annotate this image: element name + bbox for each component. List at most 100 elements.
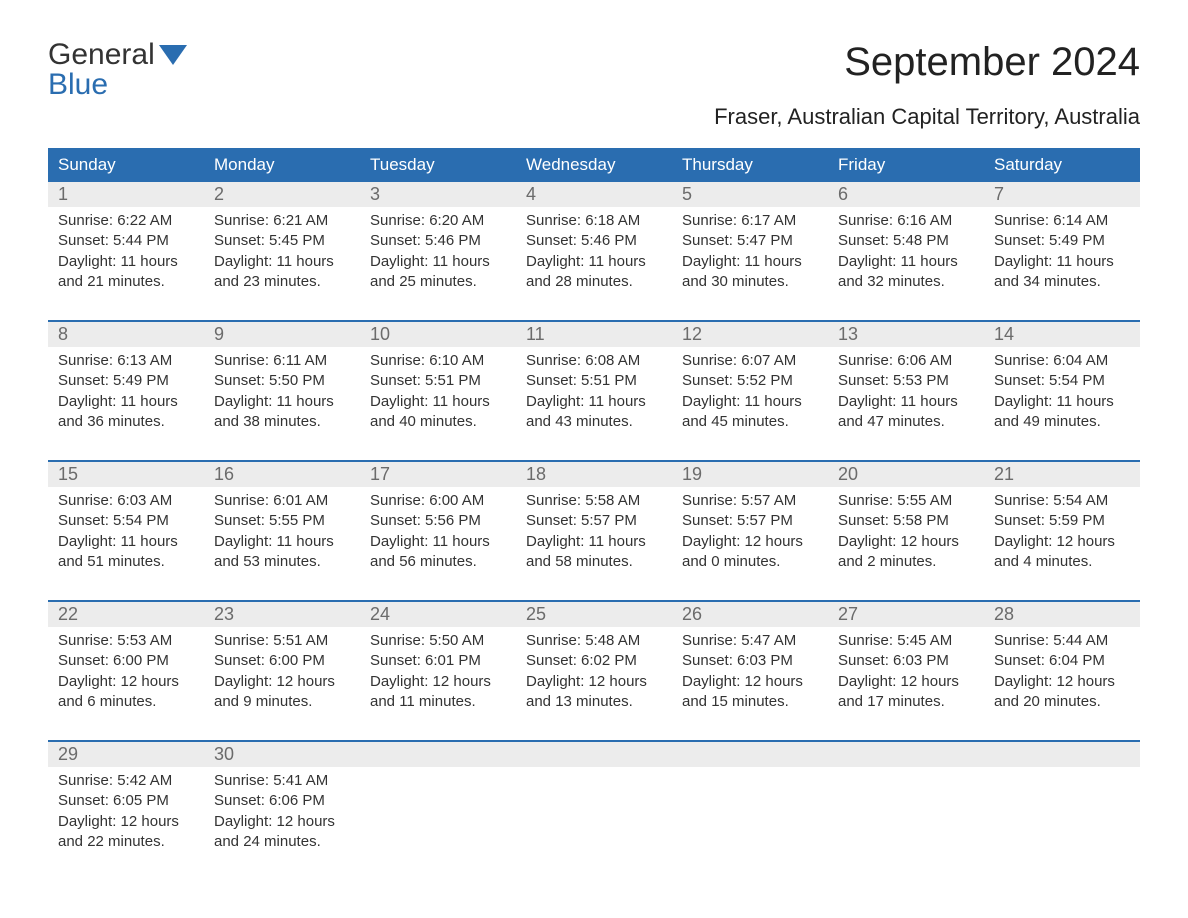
calendar-day-cell: Sunrise: 6:01 AMSunset: 5:55 PMDaylight:… xyxy=(204,487,360,578)
daylight-text: Daylight: 11 hours and 36 minutes. xyxy=(58,392,194,433)
page-subtitle: Fraser, Australian Capital Territory, Au… xyxy=(48,104,1140,130)
sunset-text: Sunset: 5:54 PM xyxy=(994,371,1130,391)
weekday-header-cell: Monday xyxy=(204,148,360,182)
sunset-text: Sunset: 6:00 PM xyxy=(58,651,194,671)
calendar-day-cell: Sunrise: 5:53 AMSunset: 6:00 PMDaylight:… xyxy=(48,627,204,718)
sunset-text: Sunset: 6:05 PM xyxy=(58,791,194,811)
daylight-text: Daylight: 11 hours and 23 minutes. xyxy=(214,252,350,293)
header: General Blue September 2024 xyxy=(48,40,1140,100)
logo-text-line2: Blue xyxy=(48,70,187,100)
sunset-text: Sunset: 5:49 PM xyxy=(58,371,194,391)
sunrise-text: Sunrise: 6:14 AM xyxy=(994,211,1130,231)
sunrise-text: Sunrise: 5:54 AM xyxy=(994,491,1130,511)
sunset-text: Sunset: 6:02 PM xyxy=(526,651,662,671)
day-body-row: Sunrise: 5:42 AMSunset: 6:05 PMDaylight:… xyxy=(48,767,1140,858)
sunset-text: Sunset: 6:01 PM xyxy=(370,651,506,671)
calendar-day-cell: Sunrise: 6:03 AMSunset: 5:54 PMDaylight:… xyxy=(48,487,204,578)
day-number-cell: 3 xyxy=(360,182,516,207)
daylight-text: Daylight: 12 hours and 9 minutes. xyxy=(214,672,350,713)
day-number-row: 15161718192021 xyxy=(48,462,1140,487)
day-body-row: Sunrise: 6:13 AMSunset: 5:49 PMDaylight:… xyxy=(48,347,1140,438)
daylight-text: Daylight: 11 hours and 21 minutes. xyxy=(58,252,194,293)
calendar-week: 22232425262728Sunrise: 5:53 AMSunset: 6:… xyxy=(48,600,1140,718)
day-number-cell xyxy=(672,742,828,767)
day-number-cell: 21 xyxy=(984,462,1140,487)
sunset-text: Sunset: 5:45 PM xyxy=(214,231,350,251)
calendar-day-cell: Sunrise: 5:41 AMSunset: 6:06 PMDaylight:… xyxy=(204,767,360,858)
daylight-text: Daylight: 12 hours and 15 minutes. xyxy=(682,672,818,713)
daylight-text: Daylight: 11 hours and 28 minutes. xyxy=(526,252,662,293)
sunrise-text: Sunrise: 5:57 AM xyxy=(682,491,818,511)
daylight-text: Daylight: 11 hours and 38 minutes. xyxy=(214,392,350,433)
day-number-row: 2930 xyxy=(48,742,1140,767)
daylight-text: Daylight: 12 hours and 13 minutes. xyxy=(526,672,662,713)
day-number-cell: 4 xyxy=(516,182,672,207)
calendar-week: 2930Sunrise: 5:42 AMSunset: 6:05 PMDayli… xyxy=(48,740,1140,858)
calendar-day-cell: Sunrise: 5:48 AMSunset: 6:02 PMDaylight:… xyxy=(516,627,672,718)
sunset-text: Sunset: 6:04 PM xyxy=(994,651,1130,671)
day-number-cell: 25 xyxy=(516,602,672,627)
calendar-day-cell xyxy=(672,767,828,858)
daylight-text: Daylight: 12 hours and 2 minutes. xyxy=(838,532,974,573)
sunrise-text: Sunrise: 6:00 AM xyxy=(370,491,506,511)
weekday-header-cell: Wednesday xyxy=(516,148,672,182)
day-number-cell: 5 xyxy=(672,182,828,207)
daylight-text: Daylight: 11 hours and 34 minutes. xyxy=(994,252,1130,293)
day-number-cell: 26 xyxy=(672,602,828,627)
calendar-day-cell: Sunrise: 6:10 AMSunset: 5:51 PMDaylight:… xyxy=(360,347,516,438)
daylight-text: Daylight: 12 hours and 0 minutes. xyxy=(682,532,818,573)
day-number-cell: 1 xyxy=(48,182,204,207)
sunset-text: Sunset: 5:57 PM xyxy=(526,511,662,531)
sunset-text: Sunset: 5:51 PM xyxy=(526,371,662,391)
logo-text-line1: General xyxy=(48,40,155,70)
sunrise-text: Sunrise: 5:47 AM xyxy=(682,631,818,651)
day-number-cell: 15 xyxy=(48,462,204,487)
daylight-text: Daylight: 11 hours and 45 minutes. xyxy=(682,392,818,433)
calendar-day-cell xyxy=(360,767,516,858)
day-number-cell xyxy=(984,742,1140,767)
daylight-text: Daylight: 12 hours and 22 minutes. xyxy=(58,812,194,853)
calendar-day-cell: Sunrise: 6:11 AMSunset: 5:50 PMDaylight:… xyxy=(204,347,360,438)
day-number-cell: 10 xyxy=(360,322,516,347)
sunset-text: Sunset: 5:49 PM xyxy=(994,231,1130,251)
calendar-day-cell: Sunrise: 5:44 AMSunset: 6:04 PMDaylight:… xyxy=(984,627,1140,718)
sunset-text: Sunset: 5:50 PM xyxy=(214,371,350,391)
sunrise-text: Sunrise: 6:06 AM xyxy=(838,351,974,371)
sunrise-text: Sunrise: 6:04 AM xyxy=(994,351,1130,371)
day-number-cell: 30 xyxy=(204,742,360,767)
calendar-week: 891011121314Sunrise: 6:13 AMSunset: 5:49… xyxy=(48,320,1140,438)
day-body-row: Sunrise: 5:53 AMSunset: 6:00 PMDaylight:… xyxy=(48,627,1140,718)
sunrise-text: Sunrise: 5:51 AM xyxy=(214,631,350,651)
weekday-header-cell: Sunday xyxy=(48,148,204,182)
calendar: SundayMondayTuesdayWednesdayThursdayFrid… xyxy=(48,148,1140,858)
daylight-text: Daylight: 11 hours and 32 minutes. xyxy=(838,252,974,293)
day-number-cell: 22 xyxy=(48,602,204,627)
day-number-row: 22232425262728 xyxy=(48,602,1140,627)
day-number-cell: 11 xyxy=(516,322,672,347)
sunset-text: Sunset: 5:46 PM xyxy=(526,231,662,251)
day-number-row: 1234567 xyxy=(48,182,1140,207)
calendar-week: 1234567Sunrise: 6:22 AMSunset: 5:44 PMDa… xyxy=(48,182,1140,298)
weekday-header-cell: Thursday xyxy=(672,148,828,182)
day-number-cell: 13 xyxy=(828,322,984,347)
calendar-day-cell: Sunrise: 5:47 AMSunset: 6:03 PMDaylight:… xyxy=(672,627,828,718)
weekday-header-cell: Tuesday xyxy=(360,148,516,182)
sunset-text: Sunset: 6:03 PM xyxy=(838,651,974,671)
calendar-day-cell: Sunrise: 5:54 AMSunset: 5:59 PMDaylight:… xyxy=(984,487,1140,578)
weekday-header-cell: Saturday xyxy=(984,148,1140,182)
calendar-day-cell: Sunrise: 6:21 AMSunset: 5:45 PMDaylight:… xyxy=(204,207,360,298)
sunrise-text: Sunrise: 5:55 AM xyxy=(838,491,974,511)
calendar-day-cell: Sunrise: 6:07 AMSunset: 5:52 PMDaylight:… xyxy=(672,347,828,438)
sunset-text: Sunset: 5:54 PM xyxy=(58,511,194,531)
day-number-cell: 12 xyxy=(672,322,828,347)
sunrise-text: Sunrise: 5:41 AM xyxy=(214,771,350,791)
day-number-row: 891011121314 xyxy=(48,322,1140,347)
daylight-text: Daylight: 12 hours and 20 minutes. xyxy=(994,672,1130,713)
calendar-day-cell: Sunrise: 6:16 AMSunset: 5:48 PMDaylight:… xyxy=(828,207,984,298)
daylight-text: Daylight: 12 hours and 4 minutes. xyxy=(994,532,1130,573)
calendar-day-cell: Sunrise: 5:55 AMSunset: 5:58 PMDaylight:… xyxy=(828,487,984,578)
calendar-day-cell: Sunrise: 6:13 AMSunset: 5:49 PMDaylight:… xyxy=(48,347,204,438)
day-number-cell: 28 xyxy=(984,602,1140,627)
day-number-cell: 16 xyxy=(204,462,360,487)
calendar-day-cell: Sunrise: 5:45 AMSunset: 6:03 PMDaylight:… xyxy=(828,627,984,718)
